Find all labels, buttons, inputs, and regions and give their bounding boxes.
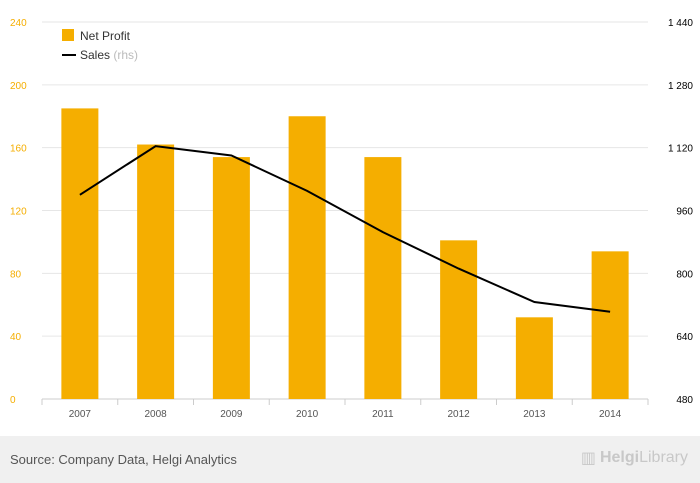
library-logo-icon: ▥ [580, 450, 596, 467]
x-axis-tick-label: 2009 [220, 409, 243, 420]
y-right-tick-label: 800 [676, 269, 693, 280]
combo-chart: 0 40 80 120 160 200 240 480 640 800 960 1 120 1 280 1… [10, 18, 693, 420]
y-right-tick-label: 640 [676, 332, 693, 343]
y-left-tick-label: 120 [10, 207, 27, 218]
y-right-tick-label: 1 280 [668, 81, 693, 92]
bar-net-profit [212, 157, 250, 399]
y-left-tick-label: 160 [10, 144, 27, 155]
footer: Source: Company Data, Helgi Analytics ▥ … [0, 436, 700, 483]
bar-net-profit [440, 240, 478, 399]
legend-sales-name: Sales [80, 48, 113, 62]
bar-net-profit [591, 251, 629, 399]
logo-part-library: Library [639, 449, 688, 466]
legend-label-net-profit: Net Profit [80, 29, 131, 43]
y-left-tick-label: 40 [10, 332, 22, 343]
bar-net-profit [364, 157, 402, 399]
bar-net-profit [61, 108, 99, 399]
x-axis-tick-label: 2014 [599, 409, 622, 420]
x-axis-tick-label: 2012 [448, 409, 471, 420]
source-note: Source: Company Data, Helgi Analytics [10, 452, 237, 467]
bar-net-profit [137, 144, 175, 399]
legend-sales-rhs-note: (rhs) [113, 48, 138, 62]
y-left-tick-label: 200 [10, 81, 27, 92]
legend-label-sales: Sales (rhs) [80, 48, 138, 62]
x-axis-tick-label: 2011 [372, 409, 394, 420]
bar-net-profit [515, 317, 553, 399]
x-axis-tick-label: 2007 [69, 409, 92, 420]
y-left-tick-label: 0 [10, 395, 16, 406]
y-left-tick-label: 80 [10, 269, 22, 280]
logo-part-helgi: Helgi [599, 449, 640, 466]
y-right-tick-label: 960 [676, 207, 693, 218]
line-sales [79, 145, 611, 313]
helgi-library-logo[interactable]: ▥ Helgi Library [581, 448, 688, 468]
y-left-tick-label: 240 [10, 18, 27, 29]
legend-swatch-net-profit [62, 29, 74, 41]
x-axis-tick-label: 2010 [296, 409, 319, 420]
x-axis-tick-label: 2008 [145, 409, 168, 420]
x-axis-tick-label: 2013 [523, 409, 546, 420]
bar-net-profit [288, 116, 326, 399]
y-right-tick-label: 480 [676, 395, 693, 406]
y-right-tick-label: 1 120 [668, 144, 693, 155]
y-right-tick-label: 1 440 [668, 18, 693, 29]
